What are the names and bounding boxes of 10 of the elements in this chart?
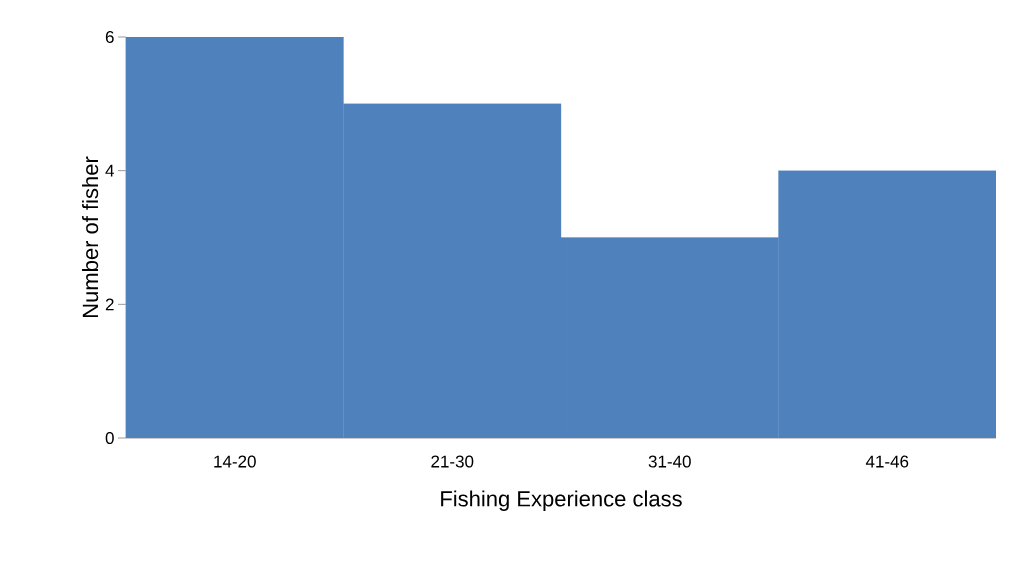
- x-tick-label: 21-30: [431, 455, 474, 468]
- x-tick-label: 41-46: [865, 455, 909, 468]
- y-tick-label: 4: [105, 164, 114, 177]
- x-tick-label: 31-40: [648, 455, 691, 468]
- y-tick-label: 6: [105, 30, 114, 44]
- y-axis-title: Number of fisher: [82, 156, 99, 317]
- y-tick-label: 2: [105, 298, 114, 311]
- y-tick-label: 0: [105, 431, 114, 445]
- x-tick-label: 14-20: [214, 455, 256, 468]
- x-axis-title: Fishing Experience class: [441, 490, 682, 511]
